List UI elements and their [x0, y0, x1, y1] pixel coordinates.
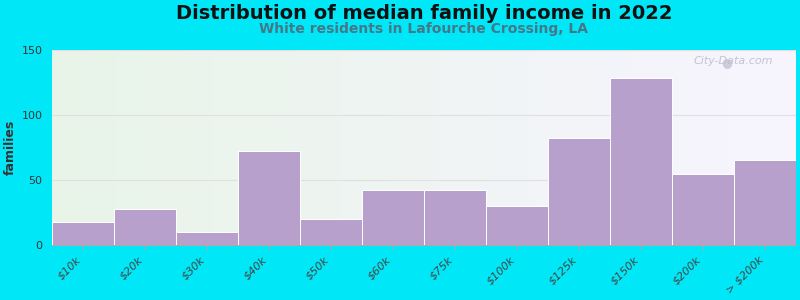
Bar [486, 206, 548, 245]
Bar [300, 219, 362, 245]
Bar [176, 232, 238, 245]
Y-axis label: families: families [4, 120, 17, 175]
Bar [238, 152, 300, 245]
Bar [610, 78, 672, 245]
Text: ●: ● [722, 56, 733, 69]
Bar [114, 209, 176, 245]
Bar [424, 190, 486, 245]
Bar [672, 173, 734, 245]
Bar [548, 138, 610, 245]
Title: Distribution of median family income in 2022: Distribution of median family income in … [176, 4, 672, 23]
Bar [52, 222, 114, 245]
Text: White residents in Lafourche Crossing, LA: White residents in Lafourche Crossing, L… [259, 22, 589, 36]
Text: City-Data.com: City-Data.com [694, 56, 774, 66]
Bar [362, 190, 424, 245]
Bar [734, 160, 796, 245]
